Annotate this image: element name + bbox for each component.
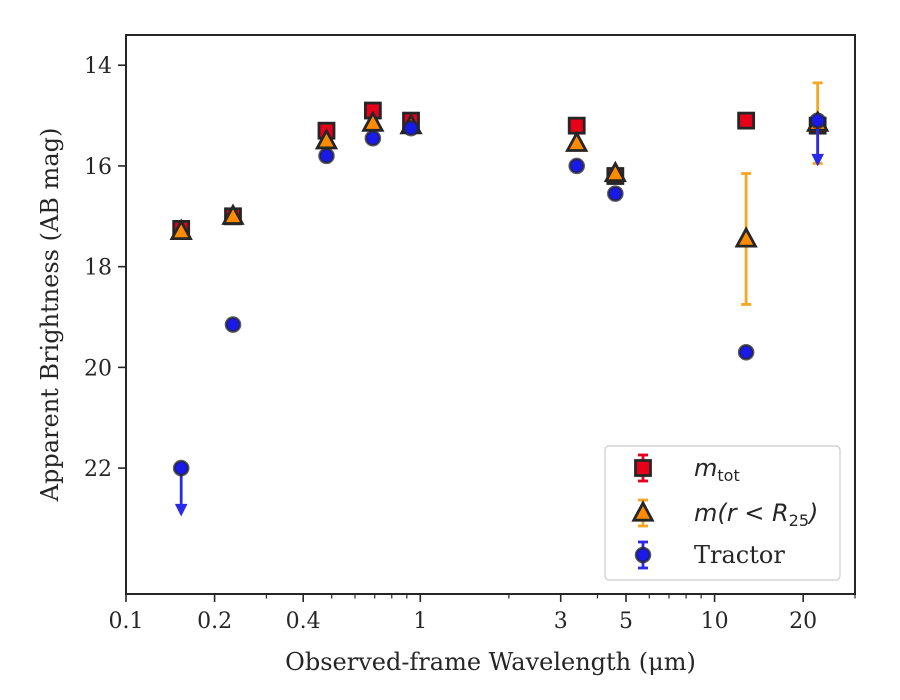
x-tick-label: 0.2	[197, 609, 232, 634]
y-tick-label: 22	[84, 457, 112, 482]
legend-entry-mtot: mtot	[634, 453, 740, 485]
legend: mtot m(r < R25) Tractor	[604, 445, 841, 581]
legend-entry-mr25: m(r < R25)	[631, 498, 818, 530]
tractor-point	[364, 129, 382, 147]
tractor-point	[318, 147, 335, 165]
tractor-upper-limit-arrow-head	[811, 153, 824, 167]
series-mr25	[169, 81, 830, 306]
tractor-upper-limit-arrow-head	[174, 503, 188, 517]
legend-marker-mtot	[634, 459, 652, 477]
mr25-point	[734, 226, 758, 248]
x-tick-label: 20	[789, 609, 817, 634]
legend-entry-tractor: Tractor	[634, 540, 785, 570]
legend-marker-tractor	[634, 546, 652, 564]
x-tick-label: 0.4	[286, 609, 321, 634]
tractor-point	[224, 316, 242, 333]
mtot-point	[737, 111, 756, 130]
y-tick-label: 18	[84, 256, 112, 281]
series-mtot	[172, 101, 827, 238]
series-tractor	[172, 112, 826, 517]
tractor-point	[402, 119, 420, 137]
x-tick-label: 1	[413, 609, 427, 634]
mr25-point	[603, 160, 627, 183]
chart-marks	[169, 81, 830, 517]
tractor-point	[172, 459, 190, 477]
x-tick-label: 10	[701, 609, 729, 634]
y-tick-label: 14	[84, 54, 112, 79]
mr25-point	[565, 130, 589, 152]
legend-marker-mr25	[631, 500, 655, 522]
plot-frame	[125, 34, 856, 595]
x-tick-label: 3	[554, 609, 568, 634]
legend-label: Tractor	[694, 541, 785, 569]
tractor-point	[737, 343, 755, 361]
x-axis-label: Observed-frame Wavelength (μm)	[285, 648, 696, 676]
tractor-point	[809, 112, 826, 129]
x-axis: 0.1 0.2 0.4 1 3 5 10 20	[109, 594, 856, 634]
tractor-point	[568, 157, 586, 175]
legend-label: m(r < R25)	[694, 499, 818, 530]
y-tick-label: 20	[84, 356, 112, 381]
legend-box	[604, 445, 841, 581]
y-axis-label: Apparent Brightness (AB mag)	[36, 128, 64, 503]
mr25-point	[169, 218, 193, 241]
y-axis: 14 16 18 20 22	[84, 54, 126, 482]
y-tick-label: 16	[84, 155, 112, 180]
mr25-point	[221, 203, 245, 225]
tractor-point	[607, 185, 624, 202]
legend-label: mtot	[694, 454, 740, 485]
x-tick-label: 5	[619, 609, 633, 634]
x-tick-label: 0.1	[109, 609, 144, 634]
